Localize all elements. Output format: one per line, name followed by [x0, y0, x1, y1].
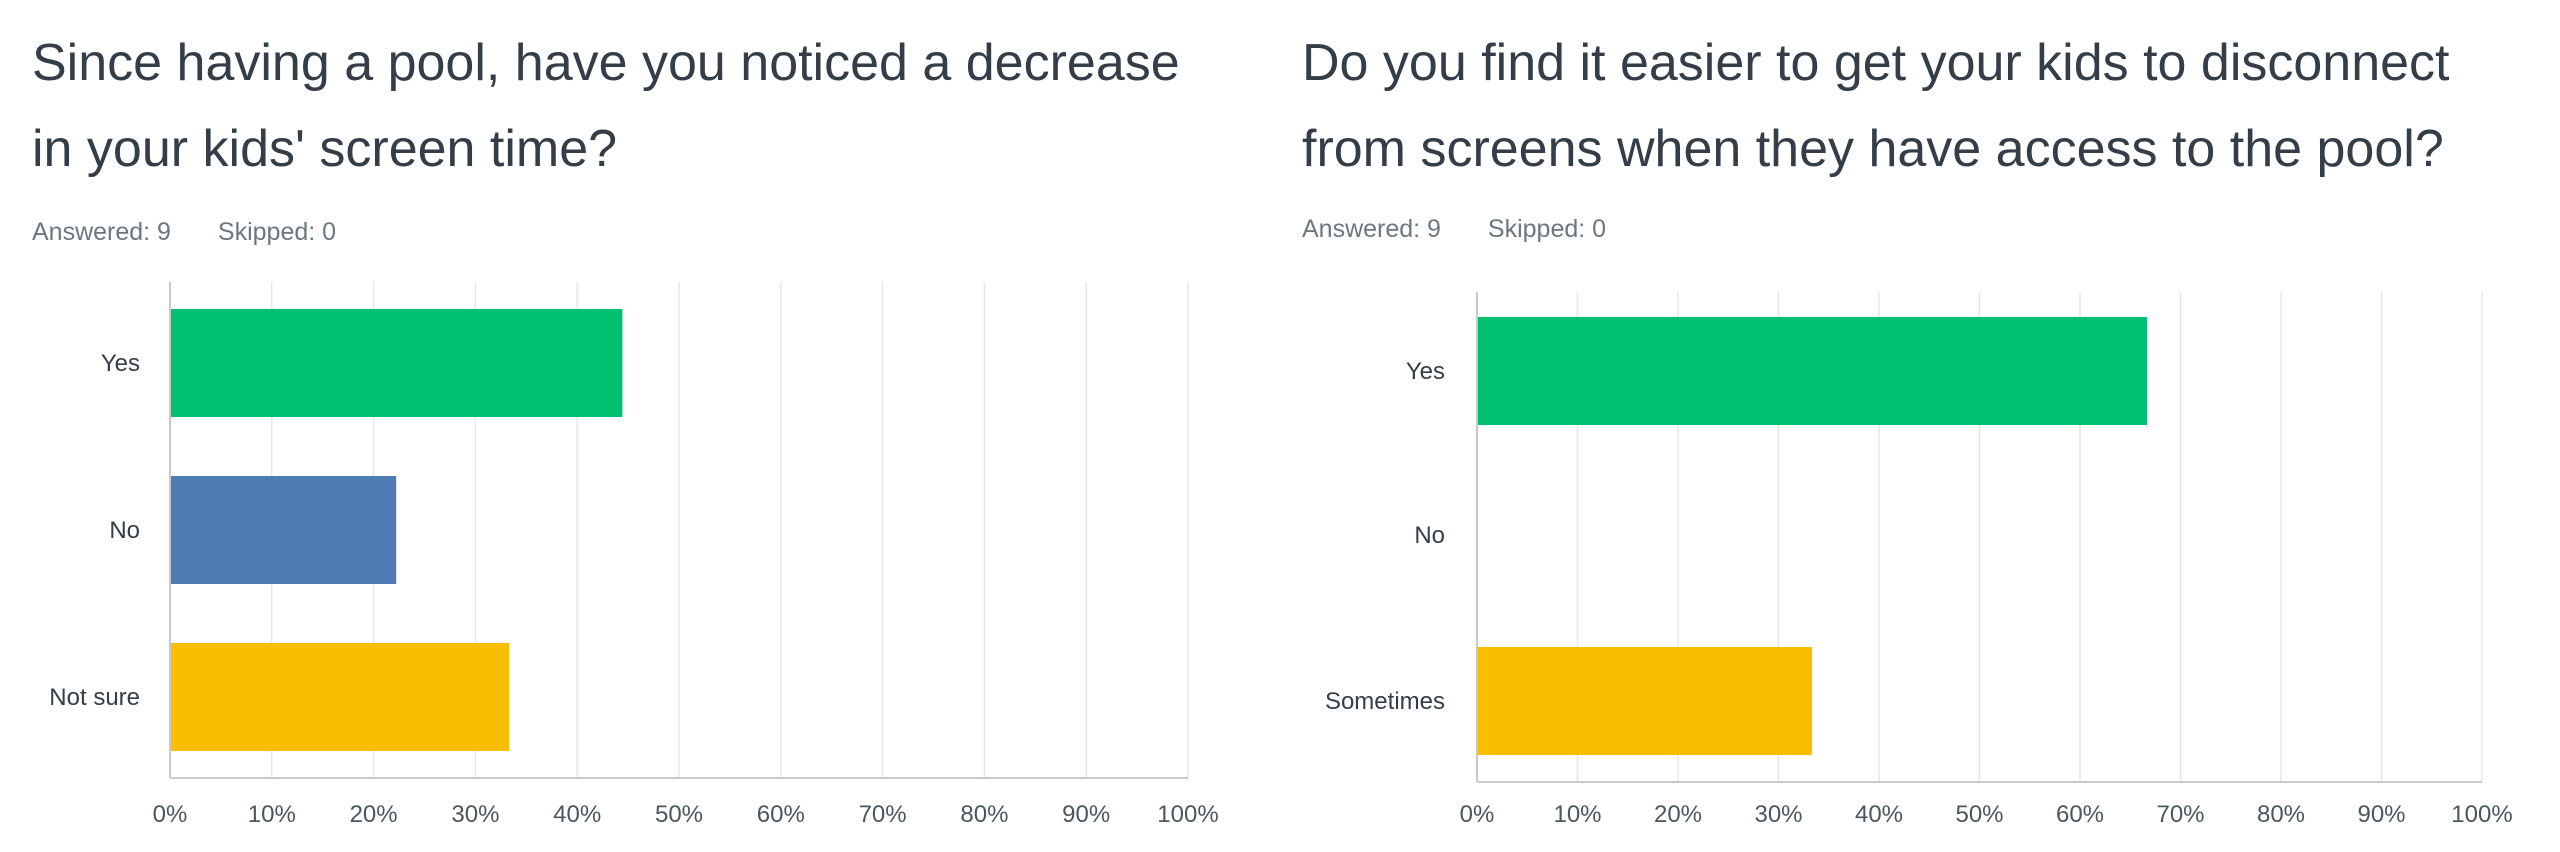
x-tick-label: 80%	[960, 801, 1008, 828]
answered-count: Answered: 9	[1302, 215, 1441, 243]
response-stats: Answered: 9 Skipped: 0	[32, 218, 336, 247]
x-tick-label: 0%	[153, 801, 188, 828]
bar-chart-1: 0% 10% 20% 30% 40% 50% 60% 70% 80% 90% 100% Yes No No…	[49, 282, 1219, 828]
bar-not-sure[interactable]	[171, 643, 510, 751]
question-title: Since having a pool, have you noticed a …	[32, 20, 1180, 192]
response-stats: Answered: 9 Skipped: 0	[1302, 215, 1606, 244]
category-label: No	[109, 517, 140, 544]
category-label: No	[1414, 522, 1445, 549]
bar-sometimes[interactable]	[1478, 647, 1812, 755]
question-panel-1: Since having a pool, have you noticed a …	[0, 0, 1270, 852]
question-title-line-2: from screens when they have access to th…	[1302, 120, 2444, 178]
x-tick-label: 20%	[1654, 801, 1702, 828]
category-label: Not sure	[49, 684, 140, 711]
x-tick-label: 80%	[2257, 801, 2305, 828]
x-tick-label: 30%	[1754, 801, 1802, 828]
x-tick-label: 50%	[655, 801, 703, 828]
x-tick-label: 90%	[1062, 801, 1110, 828]
x-tick-label: 60%	[2056, 801, 2104, 828]
x-tick-label: 70%	[2156, 801, 2204, 828]
bar-no[interactable]	[171, 476, 397, 584]
x-tick-label: 40%	[1855, 801, 1903, 828]
x-tick-label: 10%	[248, 801, 296, 828]
skipped-count: Skipped: 0	[217, 218, 337, 246]
question-title-line-1: Since having a pool, have you noticed a …	[32, 34, 1180, 92]
question-title-line-1: Do you find it easier to get your kids t…	[1302, 34, 2450, 92]
category-label: Yes	[1406, 358, 1445, 385]
answered-count: Answered: 9	[32, 218, 171, 246]
skipped-count: Skipped: 0	[1487, 215, 1607, 243]
question-title-line-2: in your kids' screen time?	[32, 120, 618, 178]
question-panel-2: Do you find it easier to get your kids t…	[1270, 0, 2560, 852]
bar-yes[interactable]	[171, 309, 623, 417]
bar-chart-2: 0% 10% 20% 30% 40% 50% 60% 70% 80% 90% 100% Yes No So…	[1325, 292, 2513, 828]
category-label: Yes	[101, 350, 140, 377]
question-title: Do you find it easier to get your kids t…	[1302, 20, 2450, 192]
x-tick-label: 10%	[1553, 801, 1601, 828]
x-tick-label: 50%	[1955, 801, 2003, 828]
x-tick-label: 70%	[859, 801, 907, 828]
x-tick-label: 30%	[451, 801, 499, 828]
x-tick-label: 100%	[2451, 801, 2512, 828]
x-tick-label: 40%	[553, 801, 601, 828]
x-tick-label: 0%	[1460, 801, 1495, 828]
x-tick-label: 90%	[2357, 801, 2405, 828]
bar-yes[interactable]	[1478, 317, 2148, 425]
category-label: Sometimes	[1325, 688, 1445, 715]
x-tick-label: 60%	[757, 801, 805, 828]
x-tick-label: 100%	[1157, 801, 1218, 828]
x-tick-label: 20%	[350, 801, 398, 828]
